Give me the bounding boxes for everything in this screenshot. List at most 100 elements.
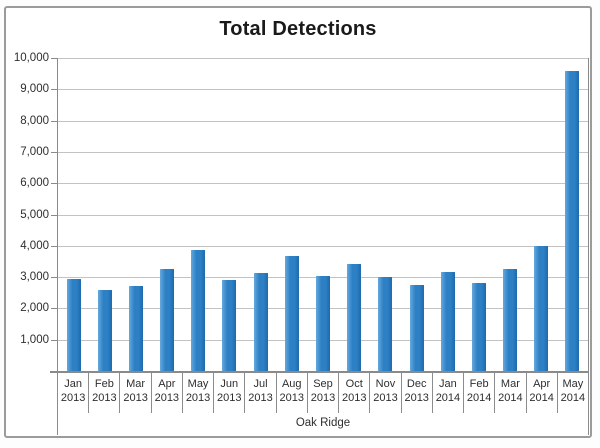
y-axis-tick [51,215,58,216]
y-axis-tick [51,58,58,59]
category-year-label: 2013 [217,391,242,404]
y-axis-tick-label: 6,000 [20,177,49,189]
y-axis-tick-label: 7,000 [20,146,49,158]
y-axis-tick-label: 4,000 [20,240,49,252]
y-axis-labels: 1,000 2,000 3,000 4,000 5,000 6,000 7,000 8,000… [6,52,50,371]
gridline [58,215,588,216]
category-year-label: 2013 [310,391,336,404]
y-axis-tick-label: 8,000 [20,115,49,127]
x-axis-labels: Jan 2013 Feb 2013 Mar 2013 Apr 2013 May 2013 Jun 20… [58,373,588,413]
category-year-label: 2013 [123,391,148,404]
category-group-line-left [57,371,58,435]
bar [503,269,518,371]
bar [534,246,549,371]
category-group-line-right [588,371,589,435]
bar [471,283,486,371]
gridline [58,58,588,59]
category-year-label: 2013 [373,391,398,404]
category-year-label: 2013 [341,391,367,404]
bar [160,269,175,371]
category-month-label: Jul [253,378,268,390]
y-axis-tick [51,308,58,309]
category-month-label: Jun [220,378,239,390]
y-axis-tick-label: 2,000 [20,302,49,314]
y-axis-tick-label: 10,000 [13,52,49,64]
category-year-label: 2013 [404,391,429,404]
category-year-label: 2013 [248,391,273,404]
category-label-cell: Feb 2014 [464,373,496,413]
bar [97,290,112,371]
category-month-label: Aug [281,378,302,390]
category-month-label: Mar [126,378,146,390]
chart-frame: Total Detections 1,000 2,000 3,000 4,000 5,0… [4,6,592,438]
category-label-cell: May 2013 [183,373,215,413]
category-month-label: Oct [345,378,363,390]
category-month-label: Apr [533,378,551,390]
category-year-label: 2013 [154,391,180,404]
category-month-label: Dec [406,378,427,390]
y-axis-tick [51,121,58,122]
category-year-label: 2014 [560,391,586,404]
bar [347,263,362,371]
y-axis-tick-label: 3,000 [20,271,49,283]
category-year-label: 2014 [435,391,461,404]
y-axis-tick-label: 9,000 [20,83,49,95]
category-label-cell: Mar 2013 [120,373,152,413]
category-label-cell: Apr 2014 [527,373,558,413]
bar [128,285,143,371]
y-axis-tick [51,89,58,90]
category-label-cell: Mar 2014 [495,373,527,413]
y-axis-tick [51,152,58,153]
chart-title: Total Detections [219,18,377,40]
x-axis-line [50,371,588,373]
gridline [58,89,588,90]
bar [253,273,268,371]
y-axis-tick-label: 1,000 [20,334,49,346]
gridline [58,121,588,122]
bar [222,280,237,371]
category-year-label: 2013 [279,391,304,404]
gridline [58,152,588,153]
category-label-cell: Sep 2013 [308,373,340,413]
category-month-label: Jan [64,378,82,390]
category-year-label: 2013 [92,391,117,404]
x-axis-title: Oak Ridge [295,417,351,429]
gridline [58,183,588,184]
bar [409,285,424,371]
category-year-label: 2014 [498,391,523,404]
y-axis-tick [51,340,58,341]
category-year-label: 2013 [60,391,86,404]
category-label-cell: Dec 2013 [402,373,433,413]
bar [284,255,299,371]
category-label-cell: Jan 2013 [58,373,90,413]
category-label-cell: Jul 2013 [245,373,277,413]
bar [378,277,393,371]
category-label-cell: Oct 2013 [339,373,371,413]
y-axis-tick-label: 5,000 [20,209,49,221]
category-label-cell: Feb 2013 [89,373,121,413]
category-month-label: Apr [158,378,176,390]
y-axis-tick [51,183,58,184]
category-label-cell: Nov 2013 [370,373,402,413]
category-month-label: Mar [500,378,520,390]
category-label-cell: May 2014 [558,373,588,413]
plot-area [51,58,589,371]
category-month-label: Feb [469,378,489,390]
y-axis-tick [51,246,58,247]
category-month-label: May [562,378,584,390]
bar [66,278,81,371]
bar [565,70,580,371]
bar [440,271,455,371]
category-year-label: 2014 [466,391,492,404]
y-axis-tick [51,277,58,278]
category-label-cell: Jun 2013 [214,373,246,413]
bar [316,275,330,371]
category-month-label: May [187,378,209,390]
category-month-label: Jan [439,378,457,390]
bar [191,249,206,371]
category-label-cell: Aug 2013 [277,373,308,413]
category-month-label: Nov [375,378,396,390]
category-label-cell: Jan 2014 [433,373,465,413]
category-year-label: 2013 [185,391,211,404]
